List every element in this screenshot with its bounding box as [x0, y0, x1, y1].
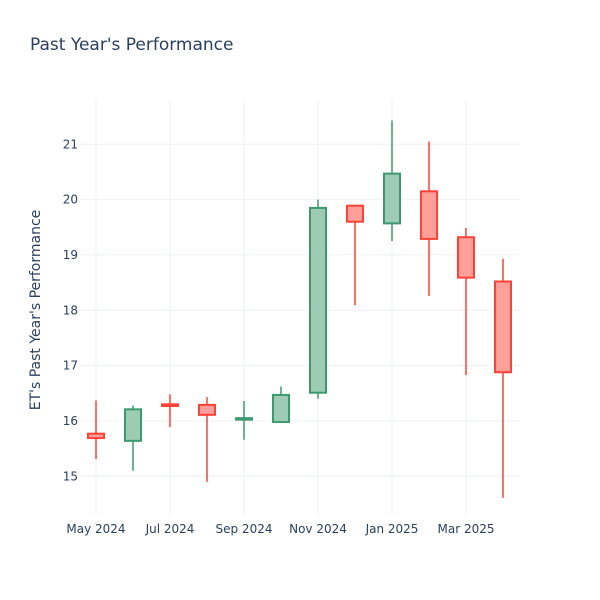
chart-title: Past Year's Performance — [30, 35, 234, 55]
candle — [309, 199, 327, 399]
candle-body — [87, 432, 105, 440]
candle-body — [457, 236, 475, 279]
candle-body — [309, 206, 327, 394]
candle — [124, 405, 142, 471]
candle-body — [198, 403, 216, 416]
candle-body — [235, 417, 253, 421]
x-tick-label: Mar 2025 — [438, 522, 495, 536]
candle-body — [124, 408, 142, 442]
y-tick-label: 21 — [63, 137, 78, 151]
x-tick-label: May 2024 — [66, 522, 125, 536]
y-tick-label: 20 — [63, 193, 78, 207]
y-tick-label: 16 — [63, 414, 78, 428]
candle — [420, 141, 438, 296]
y-tick-label: 18 — [63, 303, 78, 317]
y-tick-label: 17 — [63, 359, 78, 373]
x-tick-label: Jul 2024 — [145, 522, 195, 536]
candle — [198, 397, 216, 482]
x-tick-label: Nov 2024 — [289, 522, 347, 536]
candles — [87, 120, 512, 498]
candle-body — [346, 204, 364, 223]
y-tick-label: 15 — [63, 469, 78, 483]
candle — [272, 386, 290, 424]
x-tick-label: Sep 2024 — [216, 522, 273, 536]
candle — [87, 400, 105, 460]
y-axis-label: ET's Past Year's Performance — [28, 210, 44, 411]
candle-body — [494, 280, 512, 374]
candle — [383, 120, 401, 242]
candle — [235, 401, 253, 440]
candle — [494, 258, 512, 498]
candle-body — [420, 190, 438, 240]
candle-body — [272, 393, 290, 424]
y-axis-ticks: 15 16 17 18 19 20 21 — [63, 137, 78, 483]
y-tick-label: 19 — [63, 248, 78, 262]
x-axis-ticks: May 2024 Jul 2024 Sep 2024 Nov 2024 Jan 2025… — [66, 522, 494, 536]
candle — [457, 227, 475, 376]
x-tick-label: Jan 2025 — [365, 522, 419, 536]
candle-body — [161, 403, 179, 407]
candle — [346, 204, 364, 306]
candle-body — [383, 172, 401, 225]
grid — [80, 100, 520, 515]
candle — [161, 394, 179, 428]
